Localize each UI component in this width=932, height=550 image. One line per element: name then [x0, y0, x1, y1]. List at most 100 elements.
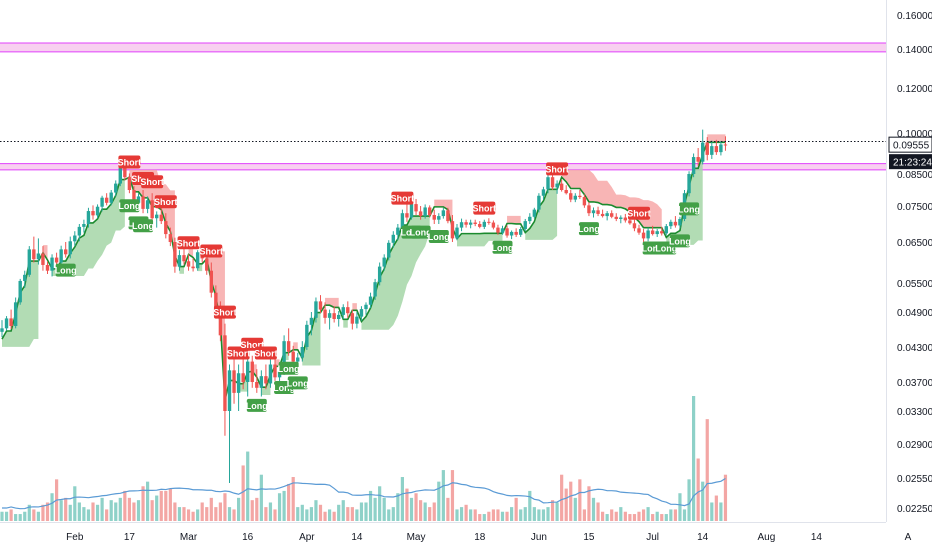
volume-bar — [218, 502, 222, 521]
price-axis-label: 0.10000 — [897, 129, 932, 140]
candle-body — [678, 218, 682, 226]
candle-body — [309, 317, 314, 325]
long-signal-badge — [428, 230, 449, 243]
countdown-label: 21:23:24 — [893, 158, 932, 169]
time-axis-label: Jul — [646, 532, 659, 543]
candle-body — [168, 234, 173, 242]
candle-body — [364, 304, 368, 310]
candle-body — [232, 370, 236, 393]
candle-body — [4, 318, 9, 329]
volume-bar — [332, 511, 336, 521]
price-axis-label: 0.02900 — [897, 440, 932, 451]
volume-bar — [14, 514, 18, 521]
short-signal-badge — [213, 305, 236, 319]
volume-bar — [514, 497, 518, 521]
candle-body — [710, 146, 714, 155]
candle-body — [173, 242, 177, 267]
volume-bar — [450, 470, 455, 521]
volume-bar — [337, 504, 341, 521]
long-cloud — [52, 179, 125, 277]
volume-bar — [95, 504, 100, 521]
volume-bar — [405, 488, 409, 521]
volume-bar — [482, 514, 486, 521]
candle-body — [73, 235, 77, 242]
volume-bar — [368, 490, 373, 521]
volume-bar — [619, 507, 623, 521]
volume-bar — [173, 502, 177, 521]
candle-body — [195, 252, 200, 269]
volume-bar — [664, 514, 668, 521]
candle-body — [109, 192, 113, 203]
candle-body — [341, 307, 345, 315]
time-axis-label: 16 — [242, 532, 254, 543]
volume-bar — [641, 509, 646, 521]
candle-body — [305, 324, 309, 347]
long-signal-label: Long — [273, 383, 295, 393]
short-signal-badge — [254, 346, 277, 360]
short-signal-label: Short — [627, 209, 651, 219]
short-signal-badge — [628, 206, 650, 220]
short-cloud — [42, 245, 48, 260]
volume-bar — [355, 509, 359, 521]
auto-scale-button[interactable]: A — [905, 532, 912, 543]
candle-body — [719, 144, 723, 153]
candle-body — [628, 220, 632, 224]
candle-body — [218, 307, 223, 336]
volume-bar — [77, 502, 81, 521]
price-axis-label: 0.04900 — [897, 308, 932, 319]
volume-bar — [305, 509, 309, 521]
candle-body — [441, 210, 446, 217]
long-signal-badge — [578, 222, 599, 236]
volume-bar — [491, 509, 495, 521]
candle-body — [259, 376, 264, 388]
resistance-zone-1 — [0, 163, 886, 170]
long-signal-label: Long — [246, 401, 268, 411]
candle-body — [177, 255, 182, 267]
time-axis-label: Feb — [66, 532, 84, 543]
volume-bar — [150, 500, 154, 521]
time-axis-label: Mar — [180, 532, 198, 543]
volume-bar — [487, 511, 491, 521]
volume-bar — [441, 470, 445, 521]
time-axis-label: 15 — [583, 532, 595, 543]
volume-bar — [610, 509, 614, 521]
candle-body — [537, 195, 541, 210]
price-axis-label: 0.04300 — [897, 343, 932, 354]
volume-bar — [300, 504, 304, 521]
candle-body — [705, 142, 709, 155]
volume-bar — [537, 509, 541, 521]
candle-body — [209, 270, 213, 293]
candle-body — [610, 213, 614, 217]
volume-bar — [651, 514, 655, 521]
long-signal-badge — [246, 398, 267, 412]
candle-body — [114, 183, 118, 193]
time-axis-label: 14 — [697, 532, 709, 543]
volume-bar — [118, 497, 122, 521]
candle-body — [578, 195, 582, 198]
candle-body — [450, 221, 455, 239]
candle-body — [291, 351, 295, 362]
short-signal-label: Short — [473, 204, 497, 214]
volume-bar — [464, 504, 468, 521]
volume-bar — [682, 509, 687, 521]
candle-body — [423, 207, 427, 217]
volume-bar — [614, 511, 618, 521]
price-axis-label: 0.05500 — [897, 279, 932, 290]
volume-bar — [64, 497, 68, 521]
candle-body — [669, 221, 673, 227]
time-axis-label: 14 — [811, 532, 823, 543]
short-cloud — [507, 215, 521, 224]
short-signal-label: Short — [254, 349, 278, 359]
resistance-zone-0 — [0, 43, 886, 52]
candle-body — [614, 216, 618, 219]
time-axis-label: May — [407, 532, 426, 543]
candle-body — [123, 167, 127, 178]
candle-body — [86, 211, 91, 224]
volume-bar — [18, 514, 22, 521]
candle-body — [164, 221, 168, 235]
candle-body — [632, 223, 637, 229]
candle-body — [41, 253, 45, 265]
candle-body — [95, 206, 100, 216]
